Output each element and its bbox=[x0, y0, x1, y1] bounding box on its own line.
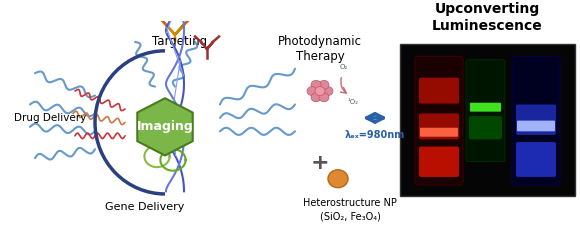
FancyBboxPatch shape bbox=[420, 128, 458, 137]
Circle shape bbox=[328, 170, 348, 188]
Circle shape bbox=[319, 80, 329, 89]
Text: O₂: O₂ bbox=[340, 64, 348, 70]
Circle shape bbox=[311, 80, 321, 89]
FancyBboxPatch shape bbox=[419, 113, 459, 139]
Polygon shape bbox=[137, 98, 193, 155]
Circle shape bbox=[315, 87, 325, 96]
Circle shape bbox=[311, 93, 321, 102]
Text: ¹O₂: ¹O₂ bbox=[348, 99, 359, 106]
Text: Heterostructure NP
(SiO₂, Fe₃O₄): Heterostructure NP (SiO₂, Fe₃O₄) bbox=[303, 198, 397, 222]
FancyBboxPatch shape bbox=[517, 121, 555, 131]
FancyBboxPatch shape bbox=[466, 60, 505, 162]
Text: +: + bbox=[311, 153, 329, 173]
FancyBboxPatch shape bbox=[419, 146, 459, 177]
Text: λₑₓ=980nm: λₑₓ=980nm bbox=[345, 130, 405, 140]
FancyBboxPatch shape bbox=[516, 142, 556, 177]
Text: Drug Delivery: Drug Delivery bbox=[14, 113, 86, 123]
Text: Photodynamic
Therapy: Photodynamic Therapy bbox=[278, 35, 362, 63]
FancyBboxPatch shape bbox=[516, 104, 556, 135]
FancyBboxPatch shape bbox=[470, 103, 501, 112]
FancyBboxPatch shape bbox=[512, 56, 560, 185]
FancyBboxPatch shape bbox=[415, 56, 463, 185]
Circle shape bbox=[323, 87, 333, 96]
Text: Upconverting
Luminescence: Upconverting Luminescence bbox=[432, 2, 543, 33]
Text: Imaging: Imaging bbox=[137, 120, 193, 133]
Text: Targeting: Targeting bbox=[153, 35, 208, 48]
FancyBboxPatch shape bbox=[469, 116, 502, 139]
FancyBboxPatch shape bbox=[400, 44, 575, 196]
Text: Gene Delivery: Gene Delivery bbox=[106, 202, 184, 212]
FancyBboxPatch shape bbox=[419, 78, 459, 104]
Circle shape bbox=[307, 87, 317, 96]
Circle shape bbox=[319, 93, 329, 102]
